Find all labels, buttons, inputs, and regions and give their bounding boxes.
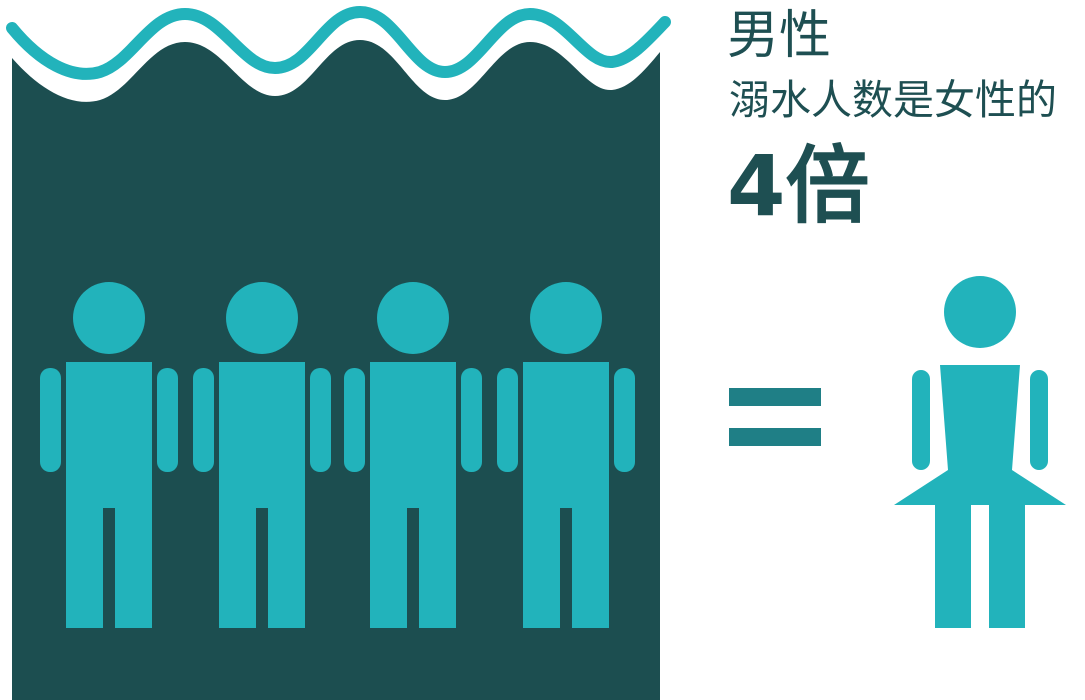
subject-label: 男性 [727, 6, 832, 66]
female-figure [894, 276, 1066, 628]
male-figure-3 [344, 282, 482, 628]
ratio-value: 4倍 [727, 137, 870, 235]
male-figure-1 [40, 282, 178, 628]
statement-text: 溺水人数是女性的 [729, 76, 1057, 124]
water-block [12, 40, 660, 700]
male-figure-4 [497, 282, 635, 628]
equals-sign [729, 388, 821, 446]
male-figure-2 [193, 282, 331, 628]
wave-line [6, 5, 671, 80]
